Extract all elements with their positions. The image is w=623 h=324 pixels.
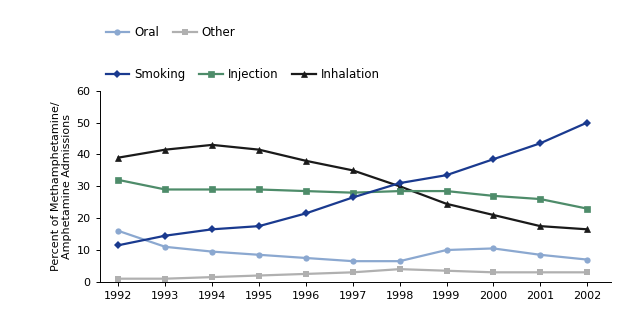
Inhalation [536, 224, 544, 228]
Injection [349, 191, 356, 195]
Inhalation [115, 156, 122, 160]
Oral [490, 247, 497, 250]
Inhalation [490, 213, 497, 217]
Smoking [396, 181, 403, 185]
Other [583, 270, 591, 274]
Oral [349, 259, 356, 263]
Other [255, 273, 263, 277]
Oral [583, 258, 591, 261]
Other [349, 270, 356, 274]
Injection [115, 178, 122, 182]
Smoking [490, 157, 497, 161]
Other [490, 270, 497, 274]
Injection [302, 189, 310, 193]
Other [443, 269, 450, 273]
Injection [536, 197, 544, 201]
Inhalation [255, 148, 263, 152]
Smoking [209, 227, 216, 231]
Line: Injection: Injection [115, 177, 590, 212]
Inhalation [349, 168, 356, 172]
Inhalation [443, 202, 450, 206]
Smoking [583, 121, 591, 124]
Oral [209, 250, 216, 254]
Smoking [443, 173, 450, 177]
Smoking [349, 195, 356, 199]
Injection [396, 189, 403, 193]
Line: Smoking: Smoking [115, 120, 590, 249]
Smoking [536, 141, 544, 145]
Line: Other: Other [115, 266, 590, 282]
Inhalation [209, 143, 216, 147]
Oral [536, 253, 544, 257]
Other [161, 277, 169, 281]
Y-axis label: Percent of Methamphetamine/
Amphetamine Admissions: Percent of Methamphetamine/ Amphetamine … [50, 101, 72, 271]
Other [115, 277, 122, 281]
Other [536, 270, 544, 274]
Smoking [161, 234, 169, 237]
Injection [255, 188, 263, 191]
Inhalation [302, 159, 310, 163]
Other [396, 267, 403, 271]
Oral [396, 259, 403, 263]
Injection [583, 207, 591, 211]
Oral [115, 229, 122, 233]
Injection [490, 194, 497, 198]
Inhalation [396, 184, 403, 188]
Oral [443, 248, 450, 252]
Injection [161, 188, 169, 191]
Line: Inhalation: Inhalation [115, 142, 590, 232]
Injection [443, 189, 450, 193]
Smoking [115, 243, 122, 247]
Other [302, 272, 310, 276]
Oral [161, 245, 169, 249]
Legend: Oral, Other: Oral, Other [105, 26, 235, 39]
Line: Oral: Oral [115, 228, 590, 264]
Oral [255, 253, 263, 257]
Injection [209, 188, 216, 191]
Smoking [302, 212, 310, 215]
Inhalation [583, 227, 591, 231]
Smoking [255, 224, 263, 228]
Other [209, 275, 216, 279]
Oral [302, 256, 310, 260]
Inhalation [161, 148, 169, 152]
